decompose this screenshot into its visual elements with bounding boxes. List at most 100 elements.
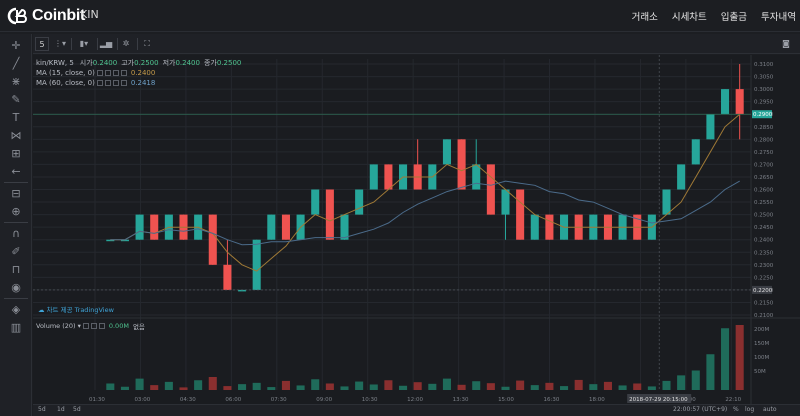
tool-divider xyxy=(4,182,28,183)
volume-remove-icon[interactable] xyxy=(98,323,105,329)
crosshair-icon[interactable]: ✛ xyxy=(11,39,21,52)
y-tick-label: 0.2950 xyxy=(754,100,774,106)
tradingview-watermark[interactable]: ☁ 차트 제공 TradingView xyxy=(38,304,114,314)
ma2-settings-icon[interactable] xyxy=(104,80,111,86)
range-1h[interactable]: 1d xyxy=(57,406,65,413)
auto-toggle[interactable]: auto xyxy=(763,406,777,413)
interval-dropdown-icon[interactable]: ⋮▾ xyxy=(53,39,66,48)
camera-icon[interactable]: ◙ xyxy=(782,39,790,48)
candle-body xyxy=(457,139,466,190)
back-arrow-icon[interactable]: ← xyxy=(11,165,21,178)
volume-bar xyxy=(560,386,569,390)
range-5m[interactable]: 5d xyxy=(73,406,81,413)
open-label: 시가 xyxy=(79,59,93,67)
brand-logo[interactable]: Coinbit xyxy=(6,5,85,27)
trend-line-icon[interactable]: ╱ xyxy=(12,57,20,70)
volume-bar xyxy=(501,386,510,390)
tool-divider xyxy=(4,298,28,299)
volume-bar xyxy=(691,370,700,390)
stay-drawing-icon[interactable]: ✐ xyxy=(11,245,21,258)
volume-tick-label: 100M xyxy=(754,355,769,361)
trash-icon[interactable]: ▥ xyxy=(10,321,22,334)
log-toggle[interactable]: log xyxy=(745,406,755,413)
y-tick-label: 0.2450 xyxy=(754,225,774,231)
ma1-remove-icon[interactable] xyxy=(112,70,119,76)
y-tick-label: 0.3100 xyxy=(754,62,774,68)
y-tick-label: 0.2100 xyxy=(754,313,774,319)
candle-body xyxy=(150,214,159,240)
settings-icon[interactable]: ✲ xyxy=(122,39,130,48)
prediction-icon[interactable]: ⊞ xyxy=(11,147,21,160)
last-price-badge xyxy=(752,110,772,119)
price-chart[interactable]: 0.3100 0.3050 0.3000 0.2950 0.2900 0.2850 0.28… xyxy=(33,55,800,404)
layers-icon[interactable]: ◈ xyxy=(11,303,21,316)
eye-icon[interactable]: ◉ xyxy=(11,281,21,294)
volume-bar xyxy=(721,328,730,390)
nav-chart[interactable]: 시세차트 xyxy=(671,12,707,23)
nav-exchange[interactable]: 거래소 xyxy=(631,12,658,23)
low-marker-label: 0.2200 xyxy=(753,288,773,294)
measure-icon[interactable]: ⊟ xyxy=(11,187,21,200)
x-tick-label: 06:00 xyxy=(225,397,241,403)
ma2-value: 0.2418 xyxy=(130,79,156,87)
zoom-icon[interactable]: ⊕ xyxy=(11,205,21,218)
toolbar-separator xyxy=(71,38,72,50)
fullscreen-icon[interactable]: ⛶ xyxy=(144,39,150,48)
y-tick-label: 0.2250 xyxy=(754,275,774,281)
ma2-label[interactable]: MA (60, close, 0) xyxy=(36,79,95,87)
y-tick-label: 0.2850 xyxy=(754,125,774,131)
watermark-text: 차트 제공 TradingView xyxy=(46,306,114,314)
bottom-bar: 5d 1d 5d 22:00:57 (UTC+9) % log auto xyxy=(33,404,800,416)
candle-body xyxy=(281,214,290,240)
coin-name: KIN xyxy=(80,8,99,21)
ma2-visibility-icon[interactable] xyxy=(96,80,103,86)
ma1-label[interactable]: MA (15, close, 0) xyxy=(36,69,95,77)
range-1d[interactable]: 5d xyxy=(38,406,46,413)
volume-bar xyxy=(516,380,525,390)
ma2-remove-icon[interactable] xyxy=(112,80,119,86)
brush-icon[interactable]: ✎ xyxy=(11,93,21,106)
text-tool-icon[interactable]: T xyxy=(12,111,20,124)
volume-bar xyxy=(325,383,334,390)
percent-toggle[interactable]: % xyxy=(733,406,739,413)
candle-body xyxy=(369,164,378,190)
x-tick-label: 12:00 xyxy=(407,397,423,403)
volume-label[interactable]: Volume (20) xyxy=(36,322,76,330)
ma1-more-icon[interactable] xyxy=(120,70,127,76)
volume-bar xyxy=(281,380,290,390)
ma1-visibility-icon[interactable] xyxy=(96,70,103,76)
pattern-icon[interactable]: ⋈ xyxy=(10,129,22,142)
volume-bar xyxy=(472,381,481,390)
volume-dropdown-icon[interactable]: ▾ xyxy=(77,322,81,330)
lock-icon[interactable]: ⊓ xyxy=(11,263,21,276)
volume-bar xyxy=(647,386,656,390)
nav-deposit-withdraw[interactable]: 입출금 xyxy=(720,12,748,23)
ohlc-row: kin/KRW, 5 시가 0.2400 고가 0.2500 저가 0.2400 종가… xyxy=(36,58,241,68)
ma1-row: MA (15, close, 0) 0.2400 xyxy=(36,68,241,78)
volume-bar xyxy=(603,381,612,390)
y-tick-label: 0.2550 xyxy=(754,200,774,206)
candle-body xyxy=(501,189,510,215)
volume-bar xyxy=(238,384,247,390)
volume-bar xyxy=(179,387,188,390)
volume-bar xyxy=(662,380,671,390)
volume-settings-icon[interactable] xyxy=(90,323,97,329)
y-tick-label: 0.2350 xyxy=(754,250,774,256)
interval-button[interactable]: 5 xyxy=(35,37,49,51)
volume-visibility-icon[interactable] xyxy=(82,323,89,329)
pitchfork-icon[interactable]: ⋇ xyxy=(11,75,21,88)
y-tick-label: 0.2150 xyxy=(754,300,774,306)
magnet-icon[interactable]: ∩ xyxy=(11,227,21,240)
chart-area[interactable]: 0.3100 0.3050 0.3000 0.2950 0.2900 0.2850 0.28… xyxy=(33,55,800,416)
nav-investment-history[interactable]: 투자내역 xyxy=(761,12,796,23)
indicators-icon[interactable]: ▂▅ xyxy=(99,39,113,48)
ma2-more-icon[interactable] xyxy=(120,80,127,86)
candles-type-icon[interactable]: ▮▾ xyxy=(79,39,89,48)
volume-bar xyxy=(252,382,261,390)
crosshair-time-label: 2018-07-29 20:15:00 xyxy=(629,397,688,403)
volume-bar xyxy=(428,383,437,390)
x-tick-label: 07:30 xyxy=(271,397,287,403)
ma1-settings-icon[interactable] xyxy=(104,70,111,76)
symbol-label[interactable]: kin/KRW, 5 xyxy=(36,59,74,67)
volume-bar xyxy=(486,383,495,390)
